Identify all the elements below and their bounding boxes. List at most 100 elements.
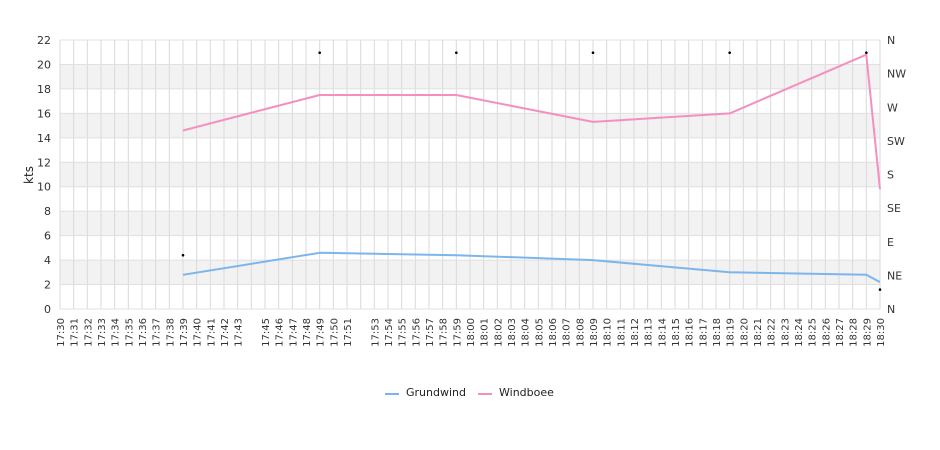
y2-axis-direction-ticks: N NE E SE S SW W NW N — [887, 34, 906, 316]
x-tick-label: 18:09 — [589, 318, 600, 347]
x-tick-label: 17:32 — [83, 318, 94, 347]
vertical-gridlines — [59, 40, 881, 309]
x-tick-label: 17:31 — [70, 318, 81, 347]
legend: Grundwind Windboee — [385, 386, 554, 399]
x-tick-label: 18:10 — [603, 318, 614, 347]
x-tick-label: 18:00 — [466, 318, 477, 347]
direction-marker — [865, 51, 868, 55]
y-tick-label: 14 — [37, 132, 51, 145]
x-tick-label: 17:50 — [329, 318, 340, 347]
x-tick-label: 18:08 — [575, 318, 586, 347]
x-tick-label: 18:23 — [780, 318, 791, 347]
x-tick-label: 18:29 — [862, 318, 873, 347]
x-tick-label: 17:36 — [138, 318, 149, 347]
y-tick-label: 22 — [37, 34, 51, 47]
x-tick-label: 18:13 — [644, 318, 655, 347]
x-tick-label: 18:04 — [521, 318, 532, 347]
y-tick-label: 4 — [44, 254, 51, 267]
x-tick-label: 17:35 — [124, 318, 135, 347]
x-tick-label: 18:24 — [794, 318, 805, 347]
y2-tick-label: SE — [887, 202, 901, 215]
x-tick-label: 17:55 — [398, 318, 409, 347]
x-tick-label: 18:26 — [821, 318, 832, 347]
x-tick-label: 18:15 — [671, 318, 682, 347]
x-tick-label: 17:37 — [152, 318, 163, 347]
horizontal-gridlines — [60, 39, 880, 310]
x-tick-label: 17:41 — [206, 318, 217, 347]
x-tick-label: 18:20 — [739, 318, 750, 347]
x-tick-label: 17:48 — [302, 318, 313, 347]
y-tick-label: 12 — [37, 156, 51, 169]
x-tick-label: 17:40 — [193, 318, 204, 347]
direction-markers — [181, 51, 882, 291]
x-tick-label: 18:16 — [685, 318, 696, 347]
x-tick-label: 17:57 — [425, 318, 436, 347]
x-tick-label: 18:06 — [548, 318, 559, 347]
series-line-windboee — [182, 53, 881, 190]
x-tick-label: 17:30 — [56, 318, 67, 347]
y-tick-label: 2 — [44, 279, 51, 292]
y-tick-label: 10 — [37, 181, 51, 194]
x-tick-label: 18:01 — [480, 318, 491, 347]
direction-marker — [455, 51, 458, 55]
x-tick-label: 17:34 — [111, 318, 122, 347]
x-tick-label: 17:56 — [411, 318, 422, 347]
x-tick-label: 18:30 — [876, 318, 887, 347]
x-tick-label: 18:22 — [767, 318, 778, 347]
x-tick-label: 17:49 — [316, 318, 327, 347]
x-tick-label: 17:43 — [234, 318, 245, 347]
y-tick-label: 18 — [37, 83, 51, 96]
legend-label: Windboee — [499, 386, 554, 399]
x-tick-label: 17:53 — [370, 318, 381, 347]
x-tick-label: 17:42 — [220, 318, 231, 347]
x-tick-label: 17:54 — [384, 318, 395, 347]
direction-marker — [728, 51, 731, 55]
x-tick-label: 18:25 — [808, 318, 819, 347]
y-tick-label: 16 — [37, 107, 51, 120]
y2-tick-label: NW — [887, 68, 906, 81]
x-tick-label: 18:05 — [534, 318, 545, 347]
x-tick-label: 17:47 — [288, 318, 299, 347]
y-tick-label: 0 — [44, 303, 51, 316]
series-line-grundwind — [182, 251, 881, 283]
y-axis-label: kts — [22, 166, 36, 184]
direction-marker — [318, 51, 321, 55]
y-axis-ticks: 0 2 4 6 8 10 12 14 16 18 20 22 — [37, 34, 51, 316]
x-axis-ticks: 17:30 17:31 17:32 17:33 17:34 17:35 17:36 17:37… — [56, 318, 887, 347]
x-tick-label: 18:02 — [493, 318, 504, 347]
x-tick-label: 18:28 — [849, 318, 860, 347]
x-tick-label: 18:14 — [657, 318, 668, 347]
y-tick-label: 6 — [44, 230, 51, 243]
x-tick-label: 18:21 — [753, 318, 764, 347]
x-tick-label: 17:46 — [275, 318, 286, 347]
y2-tick-label: NE — [887, 269, 902, 282]
y2-tick-label: N — [887, 303, 895, 316]
y2-tick-label: W — [887, 101, 898, 114]
x-tick-label: 18:03 — [507, 318, 518, 347]
y2-tick-label: S — [887, 169, 894, 182]
x-tick-label: 17:58 — [439, 318, 450, 347]
x-tick-label: 17:45 — [261, 318, 272, 347]
x-tick-label: 18:17 — [698, 318, 709, 347]
series-lines — [182, 53, 881, 283]
x-tick-label: 17:51 — [343, 318, 354, 347]
x-tick-label: 18:18 — [712, 318, 723, 347]
direction-marker — [181, 253, 185, 257]
direction-marker — [591, 51, 595, 55]
x-tick-label: 17:33 — [97, 318, 108, 347]
y-tick-label: 8 — [44, 205, 51, 218]
x-tick-label: 17:39 — [179, 318, 190, 347]
y2-tick-label: E — [887, 236, 894, 249]
legend-label: Grundwind — [406, 386, 466, 399]
direction-marker — [878, 288, 882, 291]
x-tick-label: 18:27 — [835, 318, 846, 347]
x-tick-label: 18:12 — [630, 318, 641, 347]
x-tick-label: 17:38 — [165, 318, 176, 347]
y2-tick-label: SW — [887, 135, 905, 148]
y-tick-label: 20 — [37, 58, 51, 71]
x-tick-label: 18:11 — [616, 318, 627, 347]
x-tick-label: 18:07 — [562, 318, 573, 347]
y2-tick-label: N — [887, 34, 895, 47]
x-tick-label: 17:59 — [452, 318, 463, 347]
